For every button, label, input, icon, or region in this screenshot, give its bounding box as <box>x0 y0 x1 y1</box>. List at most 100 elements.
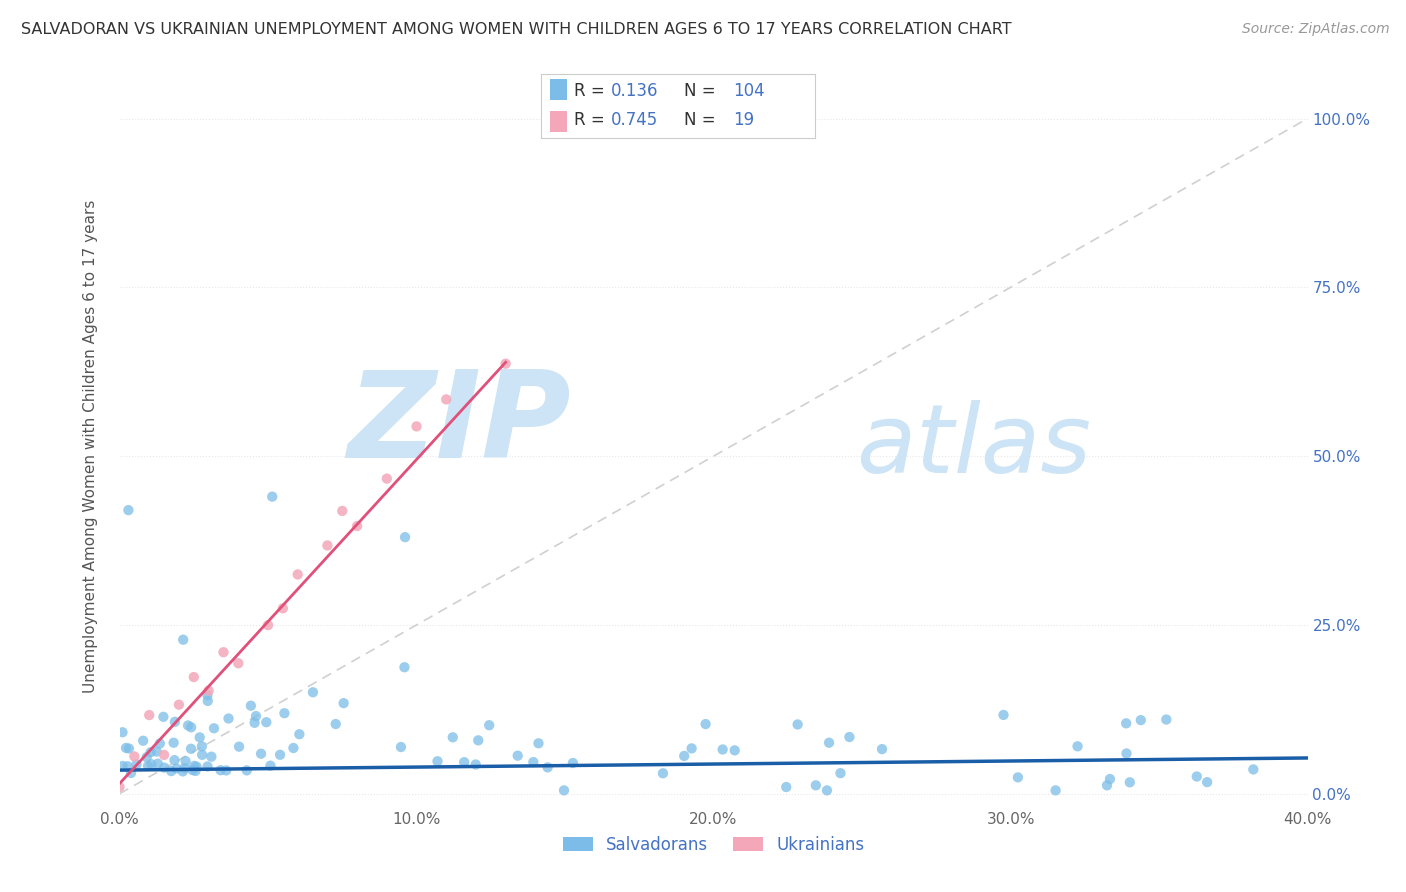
Point <box>209 763 232 777</box>
Text: 0.745: 0.745 <box>612 112 658 129</box>
Point <box>197 759 219 773</box>
Point <box>259 758 281 772</box>
Text: SALVADORAN VS UKRAINIAN UNEMPLOYMENT AMONG WOMEN WITH CHILDREN AGES 6 TO 17 YEAR: SALVADORAN VS UKRAINIAN UNEMPLOYMENT AMO… <box>21 22 1012 37</box>
Legend: Salvadorans, Ukrainians: Salvadorans, Ukrainians <box>555 829 872 861</box>
Point <box>1156 713 1178 727</box>
Point <box>375 472 398 486</box>
Text: 0.136: 0.136 <box>612 82 659 100</box>
Text: ZIP: ZIP <box>347 366 571 483</box>
Point <box>389 739 412 754</box>
Point <box>138 708 160 723</box>
Text: 104: 104 <box>734 82 765 100</box>
Point <box>1115 747 1137 761</box>
Point <box>117 503 139 517</box>
Point <box>1129 713 1152 727</box>
Point <box>1241 763 1264 777</box>
Point <box>478 718 501 732</box>
Point <box>174 754 197 768</box>
Point <box>527 736 550 750</box>
Point <box>212 645 235 659</box>
Point <box>273 706 295 721</box>
Point <box>1007 771 1029 785</box>
Point <box>245 709 267 723</box>
Point <box>136 759 159 773</box>
Point <box>146 756 169 771</box>
Point <box>181 763 204 777</box>
Point <box>111 759 134 773</box>
Point <box>180 720 202 734</box>
Point <box>145 745 167 759</box>
Point <box>108 780 131 794</box>
Point <box>202 721 225 735</box>
Point <box>271 601 294 615</box>
Point <box>191 739 214 754</box>
Point <box>775 780 797 794</box>
Point <box>652 766 675 780</box>
Point <box>120 766 142 780</box>
Point <box>163 753 186 767</box>
Point <box>346 519 368 533</box>
Point <box>1115 716 1137 731</box>
Point <box>330 504 353 518</box>
Point <box>815 783 838 797</box>
Point <box>553 783 575 797</box>
Text: Source: ZipAtlas.com: Source: ZipAtlas.com <box>1241 22 1389 37</box>
Point <box>325 717 347 731</box>
Point <box>561 756 583 770</box>
Point <box>183 670 205 684</box>
Point <box>724 743 747 757</box>
Bar <box>550 112 568 132</box>
Point <box>283 741 305 756</box>
Point <box>172 764 194 779</box>
Bar <box>550 79 568 100</box>
Point <box>405 419 427 434</box>
Point <box>243 715 266 730</box>
Point <box>200 749 222 764</box>
Point <box>288 727 311 741</box>
Point <box>188 731 211 745</box>
Point <box>1095 778 1118 792</box>
Point <box>681 741 703 756</box>
Point <box>453 755 475 769</box>
Point <box>522 755 544 769</box>
Point <box>139 745 162 759</box>
Point <box>287 567 309 582</box>
Point <box>269 747 291 762</box>
Text: N =: N = <box>683 112 721 129</box>
Point <box>818 736 841 750</box>
Point <box>228 657 250 671</box>
Point <box>186 760 208 774</box>
Point <box>464 757 486 772</box>
Point <box>993 708 1015 723</box>
Point <box>197 694 219 708</box>
Point <box>228 739 250 754</box>
Point <box>115 741 138 756</box>
Point <box>132 733 155 747</box>
Point <box>804 778 827 792</box>
Point <box>177 718 200 732</box>
Point <box>172 632 194 647</box>
Y-axis label: Unemployment Among Women with Children Ages 6 to 17 years: Unemployment Among Women with Children A… <box>83 199 98 693</box>
Point <box>191 747 214 762</box>
Point <box>254 715 277 730</box>
Point <box>441 731 464 745</box>
Point <box>236 764 259 778</box>
Point <box>118 741 141 756</box>
Point <box>302 685 325 699</box>
Point <box>124 749 146 764</box>
Point <box>434 392 457 407</box>
Point <box>1045 783 1067 797</box>
Point <box>141 757 163 772</box>
Point <box>786 717 808 731</box>
Point <box>166 762 188 776</box>
Point <box>506 748 529 763</box>
Point <box>167 698 190 712</box>
Point <box>1098 772 1121 786</box>
Point <box>111 725 134 739</box>
Point <box>537 760 560 774</box>
Point <box>218 711 240 725</box>
Point <box>239 698 262 713</box>
Point <box>257 618 280 632</box>
Point <box>173 761 195 775</box>
Point <box>1185 770 1208 784</box>
